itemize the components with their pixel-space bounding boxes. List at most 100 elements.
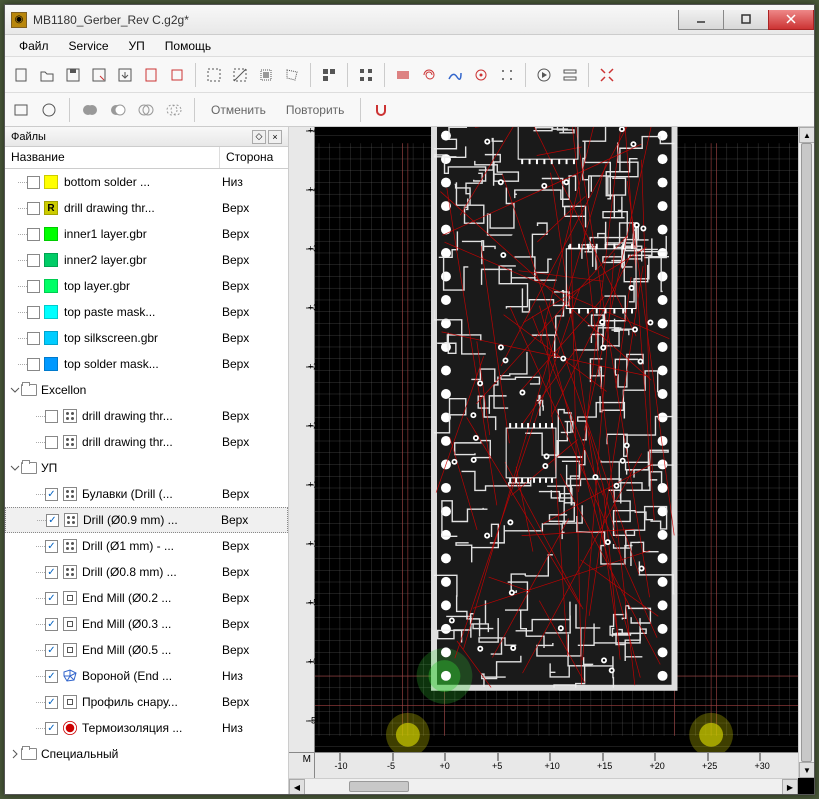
tree-group[interactable]: УП <box>5 455 288 481</box>
tree-item[interactable]: ✓Drill (Ø0.8 mm) ...Верх <box>5 559 288 585</box>
tree-item[interactable]: ✓End Mill (Ø0.3 ...Верх <box>5 611 288 637</box>
target-red-button[interactable] <box>469 63 493 87</box>
visibility-checkbox[interactable] <box>27 176 40 189</box>
visibility-checkbox[interactable] <box>27 254 40 267</box>
visibility-checkbox[interactable]: ✓ <box>45 592 58 605</box>
shape-rect-button[interactable] <box>9 98 33 122</box>
visibility-checkbox[interactable]: ✓ <box>45 670 58 683</box>
bool-xor-button[interactable] <box>162 98 186 122</box>
select-none-button[interactable] <box>228 63 252 87</box>
snap-button[interactable] <box>369 98 393 122</box>
fit-red-button[interactable] <box>595 63 619 87</box>
scroll-down-button[interactable]: ▼ <box>799 762 814 778</box>
tree-item-side: Низ <box>222 669 284 683</box>
save-file-button[interactable] <box>61 63 85 87</box>
close-button[interactable] <box>768 10 814 30</box>
tree-group[interactable]: Специальный <box>5 741 288 767</box>
select-poly-button[interactable] <box>280 63 304 87</box>
col-side[interactable]: Сторона <box>220 147 288 168</box>
scroll-left-button[interactable]: ◀ <box>289 779 305 794</box>
tree-item[interactable]: inner1 layer.gbrВерх <box>5 221 288 247</box>
tree-item[interactable]: top paste mask...Верх <box>5 299 288 325</box>
menu-up[interactable]: УП <box>119 37 155 55</box>
scroll-h-thumb[interactable] <box>349 781 409 792</box>
save-as-button[interactable] <box>87 63 111 87</box>
scrollbar-horizontal[interactable]: ◀ ▶ <box>289 778 798 794</box>
panel-close-button[interactable]: × <box>268 130 282 144</box>
menu-file[interactable]: Файл <box>9 37 59 55</box>
layer-red-button[interactable] <box>391 63 415 87</box>
panel-float-button[interactable]: ◇ <box>252 130 266 144</box>
dots-button[interactable] <box>495 63 519 87</box>
undo-button[interactable]: Отменить <box>203 101 274 119</box>
new-file-button[interactable] <box>9 63 33 87</box>
visibility-checkbox[interactable]: ✓ <box>45 618 58 631</box>
select-all-button[interactable] <box>202 63 226 87</box>
tree-item[interactable]: bottom solder ...Низ <box>5 169 288 195</box>
visibility-checkbox[interactable] <box>27 332 40 345</box>
shape-circle-button[interactable] <box>37 98 61 122</box>
tree-item[interactable]: ✓Профиль снару...Верх <box>5 689 288 715</box>
tree-item-side: Верх <box>222 565 284 579</box>
bool-union-button[interactable] <box>78 98 102 122</box>
scroll-up-button[interactable]: ▲ <box>799 127 814 143</box>
tree-item[interactable]: ✓Drill (Ø1 mm) - ...Верх <box>5 533 288 559</box>
export-button[interactable] <box>113 63 137 87</box>
tree-group[interactable]: Excellon <box>5 377 288 403</box>
tree-item-side: Верх <box>222 253 284 267</box>
tree-item[interactable]: ✓Булавки (Drill (...Верх <box>5 481 288 507</box>
play-button[interactable] <box>532 63 556 87</box>
tree-item[interactable]: drill drawing thr...Верх <box>5 403 288 429</box>
tree-item[interactable]: inner2 layer.gbrВерх <box>5 247 288 273</box>
import-red-button[interactable] <box>139 63 163 87</box>
qr-button[interactable] <box>317 63 341 87</box>
visibility-checkbox[interactable] <box>27 228 40 241</box>
menu-help[interactable]: Помощь <box>155 37 221 55</box>
open-file-button[interactable] <box>35 63 59 87</box>
visibility-checkbox[interactable]: ✓ <box>46 514 59 527</box>
settings-button[interactable] <box>558 63 582 87</box>
delete-red-button[interactable] <box>165 63 189 87</box>
maximize-button[interactable] <box>723 10 769 30</box>
tree-item[interactable]: ✓Вороной (End ...Низ <box>5 663 288 689</box>
tree-item[interactable]: ✓Термоизоляция ...Низ <box>5 715 288 741</box>
pcb-viewport[interactable] <box>315 127 798 752</box>
visibility-checkbox[interactable]: ✓ <box>45 488 58 501</box>
bool-subtract-button[interactable] <box>106 98 130 122</box>
tree-item[interactable]: top silkscreen.gbrВерх <box>5 325 288 351</box>
scroll-right-button[interactable]: ▶ <box>782 779 798 794</box>
col-name[interactable]: Название <box>5 147 220 168</box>
visibility-checkbox[interactable]: ✓ <box>45 696 58 709</box>
tree-item[interactable]: ✓End Mill (Ø0.2 ...Верх <box>5 585 288 611</box>
visibility-checkbox[interactable] <box>27 202 40 215</box>
visibility-checkbox[interactable] <box>27 358 40 371</box>
scroll-v-thumb[interactable] <box>801 143 812 762</box>
grid-button[interactable] <box>354 63 378 87</box>
tree-toggle-icon[interactable] <box>9 384 21 396</box>
tree-item[interactable]: drill drawing thr...Верх <box>5 429 288 455</box>
tree-item[interactable]: Rdrill drawing thr...Верх <box>5 195 288 221</box>
visibility-checkbox[interactable]: ✓ <box>45 566 58 579</box>
path-blue-button[interactable] <box>443 63 467 87</box>
visibility-checkbox[interactable]: ✓ <box>45 644 58 657</box>
minimize-button[interactable] <box>678 10 724 30</box>
visibility-checkbox[interactable] <box>45 436 58 449</box>
tree-toggle-icon[interactable] <box>9 462 21 474</box>
tree-item[interactable]: ✓End Mill (Ø0.5 ...Верх <box>5 637 288 663</box>
visibility-checkbox[interactable] <box>45 410 58 423</box>
tree-toggle-icon[interactable] <box>9 748 21 760</box>
scrollbar-vertical[interactable]: ▲ ▼ <box>798 127 814 778</box>
select-rect-button[interactable] <box>254 63 278 87</box>
redo-button[interactable]: Повторить <box>278 101 353 119</box>
menu-service[interactable]: Service <box>59 37 119 55</box>
ruler-unit[interactable]: M <box>289 752 315 778</box>
tree-item[interactable]: top solder mask...Верх <box>5 351 288 377</box>
visibility-checkbox[interactable]: ✓ <box>45 540 58 553</box>
visibility-checkbox[interactable] <box>27 306 40 319</box>
bool-intersect-button[interactable] <box>134 98 158 122</box>
visibility-checkbox[interactable] <box>27 280 40 293</box>
tree-item[interactable]: ✓Drill (Ø0.9 mm) ...Верх <box>5 507 288 533</box>
spiral-red-button[interactable] <box>417 63 441 87</box>
visibility-checkbox[interactable]: ✓ <box>45 722 58 735</box>
tree-item[interactable]: top layer.gbrВерх <box>5 273 288 299</box>
